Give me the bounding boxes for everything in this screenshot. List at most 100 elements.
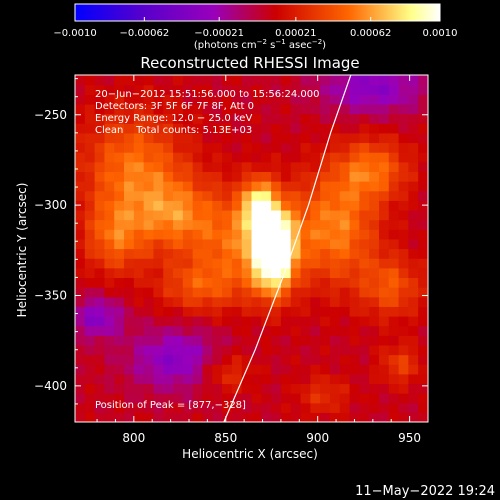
heatmap-cell — [241, 267, 253, 279]
heatmap-cell — [124, 258, 135, 269]
heatmap-cell — [300, 103, 311, 115]
heatmap-cell — [251, 103, 262, 115]
heatmap-cell — [84, 306, 96, 317]
heatmap-cell — [320, 171, 331, 182]
heatmap-cell — [251, 190, 262, 201]
heatmap-cell — [251, 75, 262, 86]
heatmap-cell — [222, 132, 233, 144]
heatmap-cell — [310, 344, 321, 356]
heatmap-cell — [408, 412, 419, 422]
heatmap-cell — [359, 229, 370, 240]
heatmap-cell — [182, 152, 194, 163]
heatmap-cell — [143, 171, 155, 182]
heatmap-cell — [143, 209, 155, 221]
heatmap-cell — [280, 412, 292, 422]
heatmap-cell — [153, 402, 164, 413]
heatmap-cell — [124, 181, 135, 192]
heatmap-cell — [398, 315, 409, 327]
heatmap-cell — [339, 181, 351, 192]
heatmap-cell — [104, 373, 115, 385]
heatmap-cell — [320, 315, 331, 327]
heatmap-cell — [300, 219, 311, 230]
heatmap-cell — [408, 152, 419, 163]
heatmap-cell — [212, 132, 223, 144]
heatmap-cell — [418, 258, 428, 269]
heatmap-cell — [231, 103, 243, 115]
heatmap-cell — [153, 94, 164, 105]
heatmap-cell — [192, 412, 204, 422]
heatmap-cell — [114, 152, 125, 163]
heatmap-cell — [290, 113, 302, 124]
heatmap-cell — [369, 315, 380, 327]
heatmap-cell — [310, 402, 321, 413]
heatmap-cell — [359, 393, 370, 404]
heatmap-cell — [192, 161, 204, 172]
heatmap-cell — [398, 123, 409, 134]
heatmap-cell — [388, 277, 400, 288]
heatmap-cell — [222, 412, 233, 422]
heatmap-cell — [222, 229, 233, 240]
heatmap-cell — [310, 393, 321, 404]
heatmap-cell — [94, 354, 106, 365]
heatmap-cell — [300, 171, 311, 182]
heatmap-cell — [143, 190, 155, 201]
heatmap-cell — [84, 123, 96, 134]
heatmap-cell — [349, 229, 360, 240]
heatmap-cell — [251, 84, 262, 95]
heatmap-cell — [310, 171, 321, 182]
heatmap-cell — [388, 393, 400, 404]
heatmap-cell — [173, 190, 184, 201]
heatmap-cell — [222, 103, 233, 115]
heatmap-cell — [133, 190, 145, 201]
heatmap-cell — [418, 238, 428, 250]
heatmap-cell — [329, 306, 341, 317]
peak-position-label: Position of Peak = [877,−328] — [95, 400, 246, 411]
heatmap-cell — [114, 315, 125, 327]
heatmap-cell — [124, 200, 135, 211]
heatmap-cell — [173, 200, 184, 211]
heatmap-cell — [320, 200, 331, 211]
heatmap-cell — [398, 103, 409, 115]
heatmap-cell — [143, 132, 155, 144]
heatmap-cell — [192, 219, 204, 230]
heatmap-cell — [241, 84, 253, 95]
heatmap-cell — [398, 171, 409, 182]
heatmap-cell — [320, 103, 331, 115]
heatmap-cell — [290, 364, 302, 375]
heatmap-cell — [271, 161, 282, 172]
heatmap-cell — [378, 132, 390, 144]
heatmap-cell — [133, 287, 145, 298]
heatmap-cell — [75, 364, 86, 375]
heatmap-cell — [173, 238, 184, 250]
heatmap-cell — [84, 277, 96, 288]
heatmap-cell — [300, 238, 311, 250]
heatmap-cell — [202, 142, 213, 153]
heatmap-cell — [398, 75, 409, 86]
heatmap-cell — [349, 171, 360, 182]
heatmap-cell — [339, 132, 351, 144]
heatmap-cell — [349, 402, 360, 413]
heatmap-cell — [241, 344, 253, 356]
heatmap-cell — [241, 383, 253, 394]
heatmap-cell — [388, 209, 400, 221]
heatmap-cell — [261, 113, 272, 124]
heatmap-cell — [320, 258, 331, 269]
heatmap-cell — [398, 344, 409, 356]
heatmap-cell — [104, 325, 115, 336]
heatmap-cell — [261, 190, 272, 201]
heatmap-cell — [104, 402, 115, 413]
heatmap-cell — [310, 296, 321, 307]
heatmap-cell — [143, 267, 155, 279]
heatmap-cell — [104, 315, 115, 327]
heatmap-cell — [290, 277, 302, 288]
heatmap-cell — [124, 373, 135, 385]
heatmap-cell — [398, 354, 409, 365]
heatmap-cell — [339, 287, 351, 298]
heatmap-cell — [75, 325, 86, 336]
heatmap-cell — [192, 152, 204, 163]
heatmap-cell — [339, 267, 351, 279]
heatmap-cell — [251, 277, 262, 288]
colorbar-frame — [74, 3, 441, 22]
heatmap-cell — [398, 364, 409, 375]
heatmap-cell — [114, 354, 125, 365]
